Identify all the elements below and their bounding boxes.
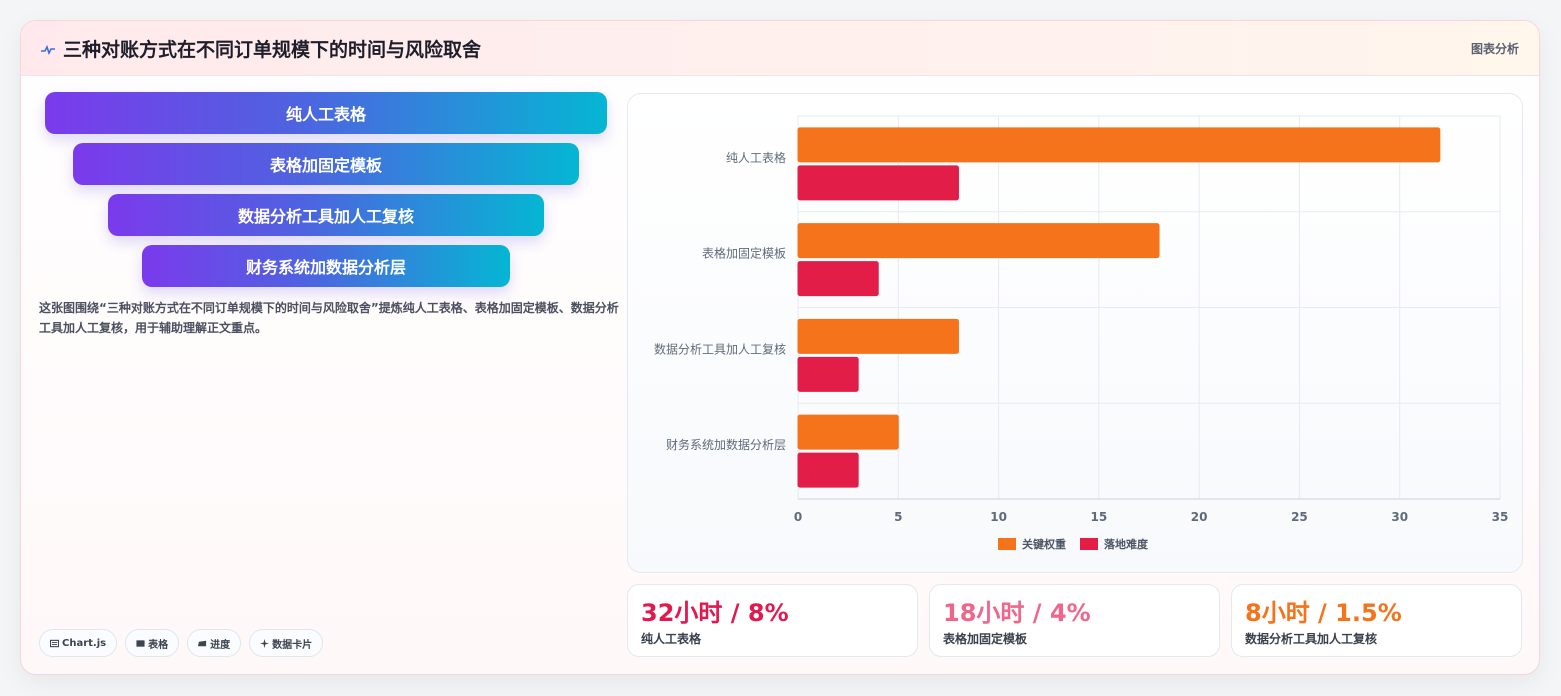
- page-title: 三种对账方式在不同订单规模下的时间与风险取舍: [63, 39, 482, 61]
- chip-label: 进度: [210, 639, 231, 651]
- chip-progress[interactable]: 进度: [187, 629, 242, 657]
- stat-card-1: 32小时 / 8% 纯人工表格: [627, 584, 918, 657]
- sparkle-icon: [260, 638, 270, 648]
- stat-label: 数据分析工具加人工复核: [1245, 632, 1378, 646]
- bar-difficulty: [797, 452, 859, 488]
- table-icon: [136, 639, 145, 647]
- chip-table[interactable]: 表格: [125, 629, 180, 657]
- chip-chartjs[interactable]: Chart.js: [39, 629, 118, 657]
- funnel-step-2: 表格加固定模板: [73, 143, 579, 185]
- bar-chart: 0 5 10 15 20 25 30 35 纯人工表格表格加固定模板数据分析工具加人工复核财务系…: [654, 115, 1509, 551]
- y-tick-label: 数据分析工具加人工复核: [654, 341, 786, 356]
- bar-difficulty: [797, 165, 959, 201]
- legend-swatch: [1080, 538, 1098, 550]
- bar-chart-panel: 0 5 10 15 20 25 30 35 纯人工表格表格加固定模板数据分析工具加人工复核财务系…: [627, 93, 1523, 573]
- funnel-step-3: 数据分析工具加人工复核: [108, 194, 544, 236]
- chart-icon: [50, 639, 59, 647]
- card-header: 三种对账方式在不同订单规模下的时间与风险取舍 图表分析: [21, 21, 1539, 76]
- pulse-icon: [41, 44, 55, 56]
- x-tick-label: 10: [990, 510, 1007, 524]
- stat-value: 18小时 / 4%: [943, 599, 1091, 627]
- x-tick-label: 35: [1492, 510, 1509, 524]
- stat-value: 8小时 / 1.5%: [1245, 599, 1402, 627]
- x-tick-label: 0: [794, 510, 802, 524]
- bar-key-weight: [797, 318, 959, 354]
- chart-description: 这张图围绕“三种对账方式在不同订单规模下的时间与风险取舍”提炼纯人工表格、表格加…: [39, 301, 619, 335]
- x-tick-label: 30: [1391, 510, 1408, 524]
- bar-key-weight: [797, 223, 1160, 259]
- bar-key-weight: [797, 127, 1441, 163]
- x-tick-label: 15: [1091, 510, 1108, 524]
- progress-icon: [198, 640, 207, 646]
- x-tick-label: 5: [894, 510, 902, 524]
- stat-card-3: 8小时 / 1.5% 数据分析工具加人工复核: [1231, 584, 1522, 657]
- chart-analysis-tag: 图表分析: [1470, 42, 1519, 56]
- y-tick-label: 财务系统加数据分析层: [666, 437, 786, 452]
- stat-label: 纯人工表格: [641, 632, 702, 646]
- legend-label: 落地难度: [1104, 537, 1149, 551]
- stat-value: 32小时 / 8%: [641, 599, 789, 627]
- y-tick-label: 表格加固定模板: [702, 246, 786, 261]
- x-tick-label: 20: [1191, 510, 1208, 524]
- stat-card-2: 18小时 / 4% 表格加固定模板: [929, 584, 1220, 657]
- chip-label: Chart.js: [62, 637, 107, 649]
- stat-label: 表格加固定模板: [943, 632, 1028, 646]
- bar-difficulty: [797, 356, 859, 392]
- x-tick-label: 25: [1291, 510, 1308, 524]
- chip-label: 表格: [148, 639, 169, 651]
- chip-label: 数据卡片: [272, 639, 313, 651]
- legend-label: 关键权重: [1022, 537, 1066, 551]
- chart-card: 三种对账方式在不同订单规模下的时间与风险取舍 图表分析 纯人工表格 表格加固定模…: [20, 20, 1540, 675]
- feature-chips: Chart.js 表格 进度 数据卡片: [39, 629, 324, 657]
- y-tick-label: 纯人工表格: [726, 150, 786, 165]
- chip-data-card[interactable]: 数据卡片: [249, 629, 324, 657]
- funnel-step-4: 财务系统加数据分析层: [142, 245, 510, 287]
- bar-key-weight: [797, 414, 899, 450]
- funnel-step-1: 纯人工表格: [45, 92, 607, 134]
- bar-difficulty: [797, 261, 879, 297]
- legend-swatch: [998, 538, 1016, 550]
